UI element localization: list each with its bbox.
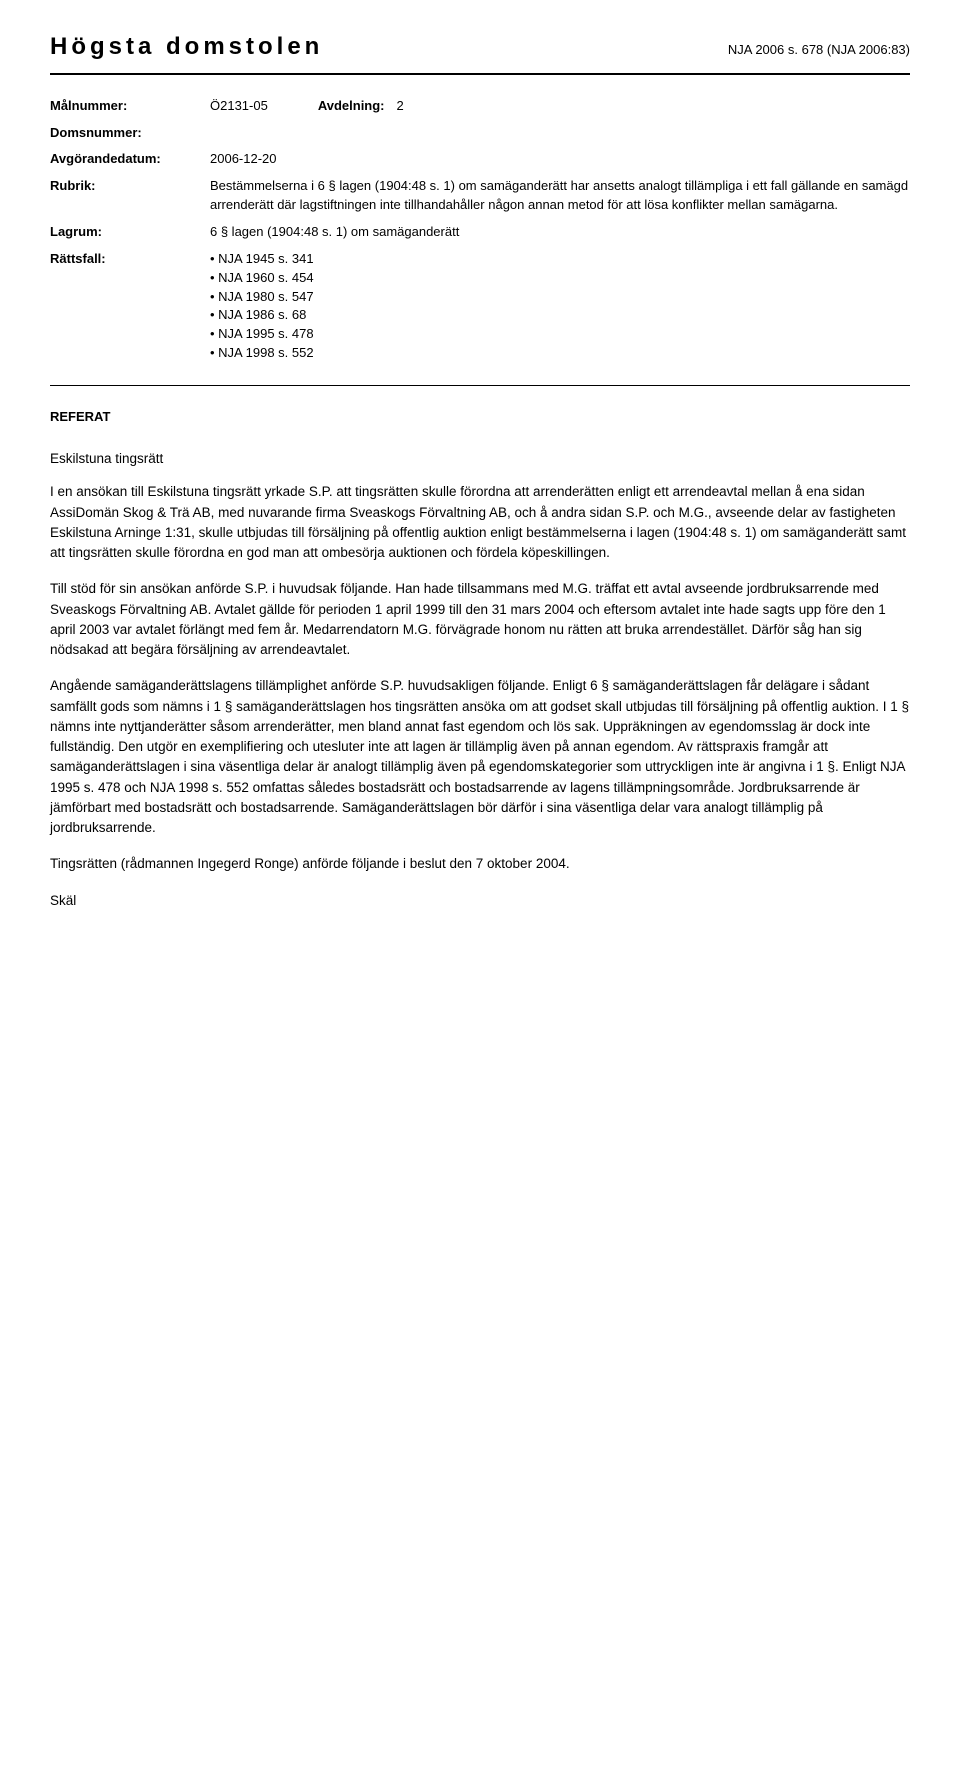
row-domsnummer: Domsnummer: <box>50 120 910 147</box>
row-lagrum: Lagrum: 6 § lagen (1904:48 s. 1) om samä… <box>50 219 910 246</box>
row-rubrik: Rubrik: Bestämmelserna i 6 § lagen (1904… <box>50 173 910 219</box>
skal-heading: Skäl <box>50 891 910 911</box>
case-reference: NJA 2006 s. 678 (NJA 2006:83) <box>728 41 910 60</box>
rattsfall-item: NJA 1945 s. 341 <box>210 250 910 269</box>
lagrum-label: Lagrum: <box>50 219 210 246</box>
document-header: Högsta domstolen NJA 2006 s. 678 (NJA 20… <box>50 30 910 65</box>
lagrum-value: 6 § lagen (1904:48 s. 1) om samäganderät… <box>210 219 910 246</box>
rattsfall-value: NJA 1945 s. 341NJA 1960 s. 454NJA 1980 s… <box>210 246 910 367</box>
rattsfall-item: NJA 1986 s. 68 <box>210 306 910 325</box>
avgorandedatum-value: 2006-12-20 <box>210 146 910 173</box>
row-malnummer: Målnummer: Ö2131-05 Avdelning: 2 <box>50 93 910 120</box>
court-section-heading: Eskilstuna tingsrätt <box>50 449 910 469</box>
rattsfall-item: NJA 1995 s. 478 <box>210 325 910 344</box>
domsnummer-label: Domsnummer: <box>50 120 210 147</box>
rubrik-value: Bestämmelserna i 6 § lagen (1904:48 s. 1… <box>210 173 910 219</box>
body-paragraphs: I en ansökan till Eskilstuna tingsrätt y… <box>50 482 910 874</box>
rattsfall-list: NJA 1945 s. 341NJA 1960 s. 454NJA 1980 s… <box>210 250 910 363</box>
body-paragraph: Till stöd för sin ansökan anförde S.P. i… <box>50 579 910 660</box>
avdelning-label: Avdelning: <box>318 97 385 116</box>
body-paragraph: I en ansökan till Eskilstuna tingsrätt y… <box>50 482 910 563</box>
court-name: Högsta domstolen <box>50 30 323 65</box>
rattsfall-item: NJA 1960 s. 454 <box>210 269 910 288</box>
header-divider <box>50 73 910 75</box>
malnummer-label: Målnummer: <box>50 93 210 120</box>
referat-heading: REFERAT <box>50 408 910 427</box>
avdelning-value: 2 <box>397 97 404 116</box>
row-avgorandedatum: Avgörandedatum: 2006-12-20 <box>50 146 910 173</box>
body-paragraph: Tingsrätten (rådmannen Ingegerd Ronge) a… <box>50 854 910 874</box>
rubrik-label: Rubrik: <box>50 173 210 219</box>
rattsfall-item: NJA 1998 s. 552 <box>210 344 910 363</box>
row-rattsfall: Rättsfall: NJA 1945 s. 341NJA 1960 s. 45… <box>50 246 910 367</box>
meta-divider <box>50 385 910 386</box>
body-paragraph: Angående samäganderättslagens tillämplig… <box>50 676 910 838</box>
rattsfall-label: Rättsfall: <box>50 246 210 367</box>
meta-table: Målnummer: Ö2131-05 Avdelning: 2 Domsnum… <box>50 93 910 367</box>
malnummer-text: Ö2131-05 <box>210 97 268 116</box>
malnummer-value: Ö2131-05 Avdelning: 2 <box>210 93 910 120</box>
rattsfall-item: NJA 1980 s. 547 <box>210 288 910 307</box>
avgorandedatum-label: Avgörandedatum: <box>50 146 210 173</box>
domsnummer-value <box>210 120 910 147</box>
